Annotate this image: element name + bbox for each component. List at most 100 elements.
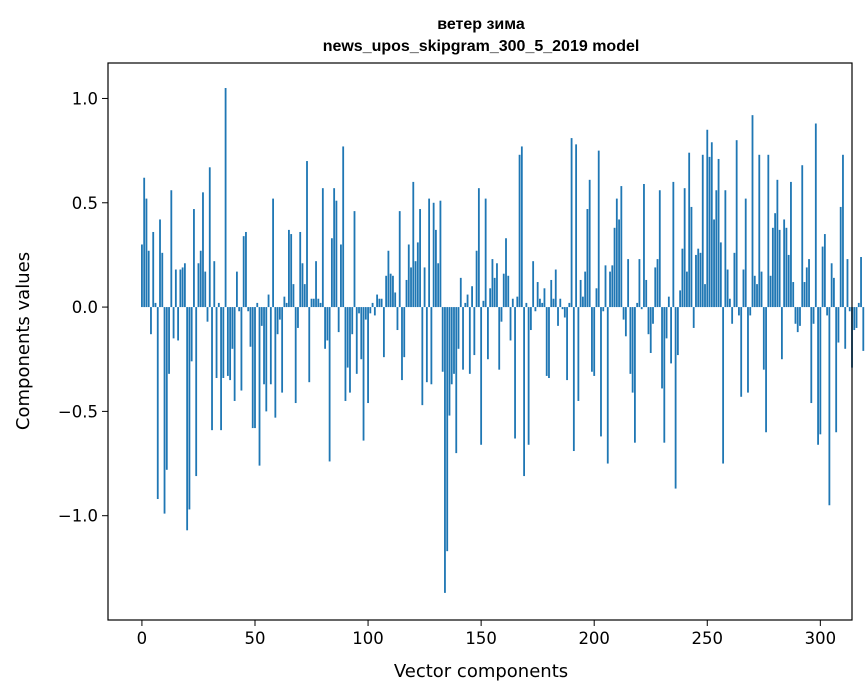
bar-109 [387, 250, 390, 308]
bar-208 [611, 265, 614, 308]
bar-282 [778, 229, 781, 308]
bar-310 [842, 154, 844, 308]
bar-38 [226, 307, 229, 376]
bar-231 [663, 307, 666, 443]
bar-193 [577, 307, 580, 401]
bar-79 [319, 302, 322, 308]
bar-36 [222, 307, 225, 379]
bar-183 [554, 269, 557, 308]
bar-57 [269, 307, 272, 385]
bar-111 [392, 275, 394, 308]
bar-22 [190, 307, 193, 362]
bar-178 [543, 288, 546, 308]
bar-224 [647, 307, 650, 335]
bar-242 [688, 152, 691, 308]
bar-177 [541, 302, 544, 308]
bar-92 [349, 307, 351, 393]
bar-132 [439, 200, 442, 308]
bar-313 [848, 307, 851, 312]
bar-93 [351, 307, 354, 335]
bar-307 [835, 307, 838, 433]
bar-50 [254, 307, 256, 429]
bar-141 [459, 277, 462, 308]
bar-65 [288, 229, 290, 308]
bar-151 [482, 300, 485, 308]
bar-181 [550, 279, 553, 308]
bar-196 [584, 271, 587, 308]
bar-16 [177, 307, 180, 341]
bar-157 [496, 263, 498, 308]
bar-58 [272, 198, 274, 308]
bar-62 [281, 307, 284, 393]
bar-222 [643, 184, 645, 308]
bar-126 [425, 307, 428, 383]
bar-280 [774, 213, 777, 308]
bar-267 [744, 198, 747, 308]
bar-78 [317, 298, 320, 308]
bar-260 [728, 298, 731, 308]
bar-89 [342, 146, 345, 308]
bar-108 [385, 275, 388, 308]
bar-55 [265, 307, 268, 412]
bar-309 [839, 206, 842, 308]
bar-115 [401, 307, 403, 381]
bar-15 [174, 269, 177, 308]
bar-137 [450, 307, 453, 385]
bar-283 [780, 307, 783, 360]
bar-292 [801, 165, 804, 308]
bar-83 [328, 307, 331, 462]
bar-162 [507, 275, 510, 308]
bar-227 [654, 267, 657, 308]
bar-221 [640, 307, 643, 310]
bar-210 [615, 198, 618, 308]
bar-127 [428, 198, 431, 308]
bar-123 [419, 209, 421, 308]
bar-96 [358, 307, 360, 314]
bar-101 [369, 307, 372, 314]
bar-293 [803, 282, 806, 308]
bar-110 [389, 273, 392, 308]
bar-99 [364, 307, 367, 320]
bar-119 [410, 267, 412, 308]
bar-180 [548, 307, 550, 379]
bar-76 [312, 298, 315, 308]
bar-82 [326, 307, 329, 341]
bar-163 [509, 307, 512, 341]
bar-243 [690, 206, 693, 308]
bar-306 [833, 277, 835, 308]
bar-245 [695, 254, 697, 308]
bar-262 [733, 252, 736, 308]
bar-246 [697, 248, 700, 308]
bar-31 [211, 307, 213, 431]
bar-107 [382, 307, 385, 358]
bar-215 [627, 259, 630, 308]
bar-112 [394, 292, 397, 308]
bar-106 [380, 298, 383, 308]
bar-122 [416, 242, 419, 308]
bar-166 [516, 296, 519, 308]
bar-319 [862, 307, 865, 351]
bar-261 [731, 307, 734, 324]
bar-236 [674, 307, 677, 489]
bar-218 [634, 307, 636, 443]
bar-63 [283, 296, 286, 308]
bar-6 [154, 302, 157, 308]
bar-164 [511, 298, 514, 308]
bar-68 [294, 307, 297, 404]
bar-274 [760, 271, 763, 308]
bar-104 [376, 294, 379, 308]
bar-255 [717, 158, 720, 308]
bar-4 [150, 307, 152, 335]
bar-247 [699, 252, 702, 308]
bar-33 [215, 307, 218, 379]
bar-288 [792, 282, 795, 308]
bar-13 [170, 190, 173, 308]
x-tick-label: 150 [465, 629, 497, 648]
bar-84 [330, 238, 333, 308]
bar-129 [432, 202, 435, 308]
bar-226 [652, 307, 654, 324]
bar-311 [844, 307, 847, 349]
bar-216 [629, 307, 632, 374]
bar-0 [141, 244, 143, 308]
bar-90 [344, 307, 347, 401]
